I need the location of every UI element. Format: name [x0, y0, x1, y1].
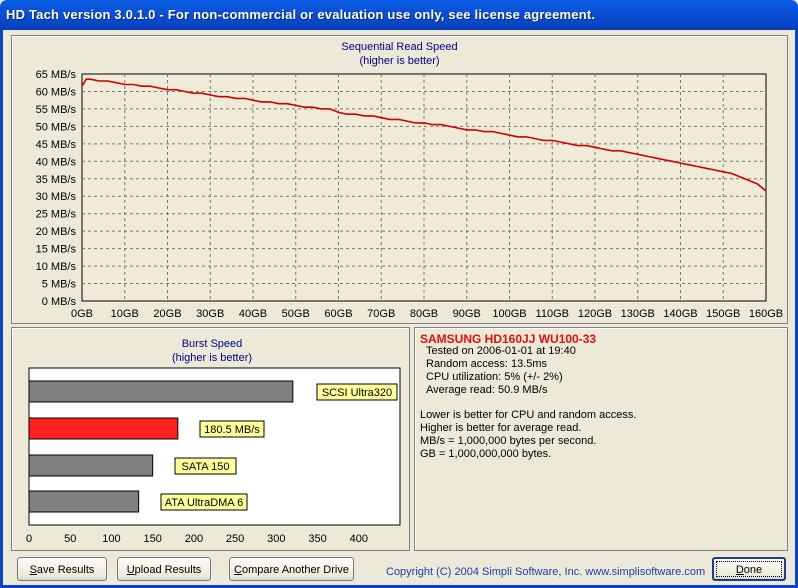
save-accel: S	[29, 564, 37, 576]
save-label: ave Results	[36, 564, 95, 576]
burst-speed-panel: Burst Speed (higher is better) SCSI Ultr…	[11, 327, 410, 551]
y-tick-label: 25 MB/s	[36, 209, 77, 221]
window-title: HD Tach version 3.0.1.0 - For non-commer…	[6, 7, 596, 22]
y-tick-label: 55 MB/s	[36, 104, 77, 116]
drive-info-panel: SAMSUNG HD160JJ WU100-33 Tested on 2006-…	[414, 327, 788, 551]
x-tick-label: 130GB	[621, 308, 655, 320]
y-tick-label: 40 MB/s	[36, 156, 77, 168]
burst-x-tick-label: 200	[185, 533, 203, 545]
burst-bar	[28, 417, 179, 440]
average-read: Average read: 50.9 MB/s	[426, 384, 548, 396]
burst-x-tick-label: 100	[102, 533, 120, 545]
x-tick-label: 100GB	[492, 308, 526, 320]
y-tick-label: 0 MB/s	[42, 296, 77, 308]
upload-label: pload Results	[134, 564, 202, 576]
note-average: Higher is better for average read.	[420, 422, 582, 434]
compare-label: ompare Another Drive	[241, 564, 349, 576]
burst-x-tick-label: 150	[143, 533, 161, 545]
burst-bar-label-box	[199, 420, 265, 438]
x-tick-label: 60GB	[324, 308, 352, 320]
burst-title-line1: Burst Speed	[181, 338, 243, 350]
burst-x-tick-label: 300	[267, 533, 285, 545]
x-tick-label: 140GB	[663, 308, 697, 320]
sequential-title-line2: (higher is better)	[359, 55, 440, 67]
y-tick-label: 5 MB/s	[42, 279, 77, 291]
note-mbs: MB/s = 1,000,000 bytes per second.	[420, 435, 597, 447]
compare-drive-button[interactable]: Compare Another Drive	[229, 557, 354, 581]
x-tick-label: 70GB	[367, 308, 395, 320]
sequential-read-line	[81, 78, 767, 192]
burst-title-line2: (higher is better)	[171, 352, 253, 364]
copyright-text: Copyright (C) 2004 Simpli Software, Inc.…	[386, 566, 706, 578]
burst-bar-label-box	[160, 493, 248, 511]
y-tick-label: 30 MB/s	[36, 191, 77, 203]
cpu-utilization: CPU utilization: 5% (+/- 2%)	[426, 371, 563, 383]
burst-x-tick-label: 350	[308, 533, 326, 545]
burst-speed-chart: SCSI Ultra320 180.5 MB/s SATA 150 ATA Ultra…	[26, 367, 401, 545]
sequential-chart-title: Sequential Read Speed (higher is better)	[12, 40, 787, 68]
upload-accel: U	[126, 564, 135, 576]
x-tick-label: 120GB	[578, 308, 612, 320]
burst-x-tick-label: 0	[26, 533, 32, 545]
burst-chart-title: Burst Speed (higher is better)	[112, 337, 312, 365]
burst-x-tick-label: 250	[226, 533, 244, 545]
sequential-title-line1: Sequential Read Speed	[341, 41, 458, 53]
y-tick-label: 60 MB/s	[36, 86, 77, 98]
x-tick-label: 150GB	[706, 308, 740, 320]
x-tick-label: 40GB	[239, 308, 267, 320]
y-tick-label: 10 MB/s	[36, 261, 77, 273]
y-tick-label: 50 MB/s	[36, 121, 77, 133]
title-bar[interactable]: HD Tach version 3.0.1.0 - For non-commer…	[0, 0, 798, 30]
burst-bar-label-box	[174, 457, 237, 475]
note-cpu: Lower is better for CPU and random acces…	[420, 409, 637, 421]
x-tick-label: 110GB	[536, 308, 569, 320]
sequential-read-panel: Sequential Read Speed (higher is better)…	[11, 35, 788, 324]
x-tick-label: 10GB	[111, 308, 139, 320]
burst-bar	[28, 454, 154, 477]
y-tick-label: 20 MB/s	[36, 226, 77, 238]
window-frame-right	[795, 30, 798, 588]
x-tick-label: 30GB	[196, 308, 224, 320]
done-label: one	[743, 564, 763, 576]
y-tick-label: 15 MB/s	[36, 244, 77, 256]
burst-bar	[28, 380, 294, 403]
drive-name: SAMSUNG HD160JJ WU100-33	[420, 332, 597, 346]
x-tick-label: 160GB	[749, 308, 783, 320]
x-tick-label: 0GB	[71, 308, 93, 320]
compare-accel: C	[234, 564, 242, 576]
sequential-read-chart: 0GB 10GB 20GB 30GB 40GB 50GB 60GB 70GB 80GB 90GB 1…	[36, 69, 783, 320]
window-frame-left	[0, 30, 3, 588]
burst-x-tick-label: 50	[64, 533, 76, 545]
burst-bar-label: SCSI Ultra320	[322, 387, 392, 399]
burst-bar-label-box	[316, 383, 398, 401]
save-results-button[interactable]: Save Results	[17, 557, 107, 581]
done-focus: Done	[716, 561, 782, 577]
x-tick-label: 90GB	[453, 308, 481, 320]
burst-x-tick-label: 400	[350, 533, 368, 545]
burst-bar-label: 180.5 MB/s	[204, 424, 260, 436]
note-gb: GB = 1,000,000,000 bytes.	[420, 448, 552, 460]
x-tick-label: 20GB	[153, 308, 181, 320]
x-tick-label: 50GB	[282, 308, 310, 320]
window-frame-bottom	[0, 585, 798, 588]
x-tick-label: 80GB	[410, 308, 438, 320]
done-accel: D	[735, 564, 744, 576]
tested-on: Tested on 2006-01-01 at 19:40	[426, 345, 576, 357]
burst-bar	[28, 490, 140, 513]
burst-bar-label: ATA UltraDMA 6	[165, 497, 243, 509]
burst-bar-label: SATA 150	[182, 461, 230, 473]
y-tick-label: 35 MB/s	[36, 174, 77, 186]
y-tick-label: 65 MB/s	[36, 69, 77, 81]
random-access: Random access: 13.5ms	[426, 358, 548, 370]
done-button[interactable]: Done	[712, 557, 786, 581]
upload-results-button[interactable]: Upload Results	[117, 557, 211, 581]
y-tick-label: 45 MB/s	[36, 139, 77, 151]
